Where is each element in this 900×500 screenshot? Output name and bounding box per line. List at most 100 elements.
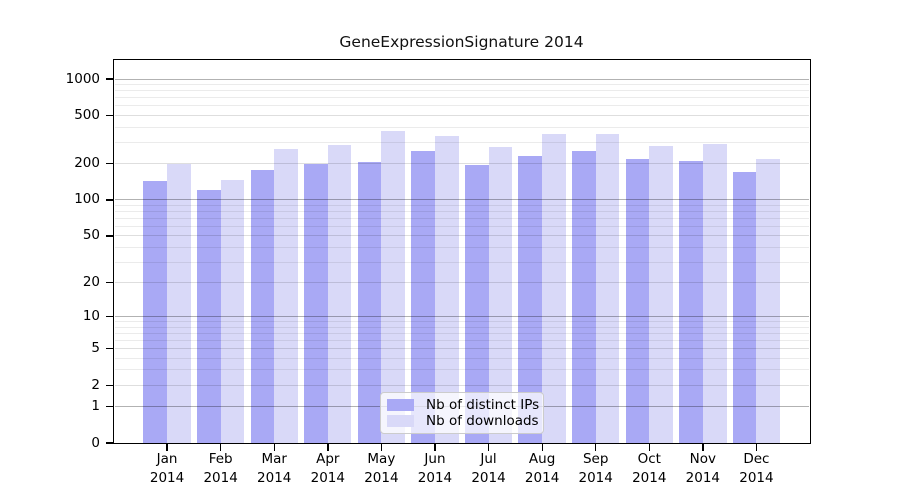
- bar-oct-downloads: [649, 145, 673, 443]
- x-tick-apr: [327, 444, 329, 451]
- gridline-y-20: [114, 282, 809, 284]
- y-tick-label-5: 5: [91, 340, 100, 357]
- x-tick-label-may: May 2014: [364, 451, 399, 486]
- bar-jun-downloads: [434, 135, 459, 443]
- x-tick-dec: [755, 444, 758, 451]
- bar-sep-distinct-ips: [571, 151, 596, 443]
- gridline-y-30: [114, 261, 809, 263]
- x-tick-label-apr: Apr 2014: [310, 451, 345, 486]
- legend-item-downloads: Nb of downloads: [387, 413, 539, 429]
- bar-nov-distinct-ips: [679, 161, 703, 443]
- gridline-y-5: [114, 348, 809, 350]
- bar-jan-downloads: [167, 163, 191, 443]
- bar-feb-downloads: [220, 179, 245, 443]
- gridline-y-400: [114, 126, 809, 128]
- x-tick-label-jun: Jun 2014: [417, 451, 453, 486]
- y-tick-50: [105, 235, 113, 237]
- y-tick-0: [105, 442, 113, 444]
- x-tick-mar: [273, 444, 275, 451]
- x-tick-feb: [220, 444, 222, 451]
- bar-mar-downloads: [274, 149, 298, 443]
- y-tick-500: [105, 114, 113, 117]
- x-tick-label-jul: Jul 2014: [471, 451, 506, 486]
- gridline-y-600: [114, 105, 809, 107]
- y-tick-label-200: 200: [74, 155, 100, 172]
- y-tick-20: [105, 281, 113, 284]
- legend-item-distinct-ips: Nb of distinct IPs: [387, 397, 540, 413]
- x-tick-nov: [702, 444, 704, 451]
- gridline-y-2: [114, 384, 809, 386]
- legend-swatch-downloads: [387, 415, 414, 427]
- bar-feb-distinct-ips: [196, 190, 221, 443]
- bar-oct-distinct-ips: [625, 158, 650, 443]
- x-tick-label-nov: Nov 2014: [685, 451, 721, 486]
- gridline-y-90: [114, 204, 809, 206]
- bar-apr-downloads: [327, 145, 352, 443]
- y-tick-2: [105, 384, 113, 386]
- y-tick-label-2: 2: [91, 376, 100, 393]
- gridline-y-40: [114, 246, 809, 248]
- legend-swatch-distinct-ips: [387, 399, 414, 411]
- bar-apr-distinct-ips: [304, 163, 328, 443]
- gridline-y-6: [114, 339, 809, 341]
- y-tick-label-1: 1: [91, 397, 100, 414]
- y-tick-1000: [105, 78, 113, 80]
- x-tick-may: [380, 444, 383, 451]
- gridline-y-500: [114, 114, 809, 116]
- y-tick-label-100: 100: [74, 191, 100, 208]
- gridline-y-200: [114, 163, 809, 165]
- bar-jul-distinct-ips: [464, 165, 489, 443]
- bar-may-distinct-ips: [357, 161, 382, 443]
- x-tick-sep: [595, 444, 597, 451]
- bar-dec-distinct-ips: [732, 172, 757, 443]
- y-tick-1: [105, 405, 113, 408]
- gridline-y-9: [114, 321, 809, 323]
- bar-may-downloads: [381, 131, 406, 443]
- x-tick-label-jan: Jan 2014: [149, 451, 185, 486]
- y-tick-100: [105, 199, 113, 201]
- y-tick-label-0: 0: [91, 434, 100, 451]
- gridline-y-10: [114, 316, 809, 318]
- bar-aug-downloads: [542, 134, 566, 443]
- x-tick-label-dec: Dec 2014: [739, 451, 774, 486]
- x-tick-label-mar: Mar 2014: [257, 451, 292, 486]
- y-tick-label-50: 50: [82, 227, 100, 244]
- y-tick-10: [105, 316, 113, 318]
- x-tick-oct: [648, 444, 650, 451]
- gridline-y-3: [114, 369, 809, 371]
- bar-mar-distinct-ips: [250, 170, 275, 443]
- gridline-y-70: [114, 217, 809, 219]
- chart-title: GeneExpressionSignature 2014: [339, 33, 584, 51]
- y-tick-label-20: 20: [82, 274, 100, 291]
- gridline-y-8: [114, 326, 809, 328]
- legend: Nb of distinct IPs Nb of downloads: [380, 392, 544, 434]
- gridline-y-800: [114, 90, 809, 92]
- legend-label-distinct-ips: Nb of distinct IPs: [426, 397, 540, 413]
- x-tick-label-feb: Feb 2014: [203, 451, 238, 486]
- bar-sep-downloads: [595, 133, 620, 443]
- gridline-y-100: [114, 199, 809, 201]
- gridline-y-50: [114, 235, 809, 237]
- x-tick-label-sep: Sep 2014: [578, 451, 613, 486]
- bar-jan-distinct-ips: [143, 181, 168, 443]
- y-tick-label-10: 10: [82, 308, 100, 325]
- gridline-y-7: [114, 332, 809, 334]
- gridline-y-900: [114, 84, 809, 86]
- y-tick-5: [105, 347, 113, 350]
- bar-jul-downloads: [488, 147, 513, 443]
- x-tick-jul: [487, 444, 490, 451]
- gridline-y-80: [114, 210, 809, 212]
- bar-nov-downloads: [702, 143, 727, 443]
- x-tick-label-aug: Aug 2014: [524, 451, 560, 486]
- bar-aug-distinct-ips: [518, 156, 543, 443]
- legend-label-downloads: Nb of downloads: [426, 413, 539, 429]
- y-tick-label-500: 500: [74, 106, 100, 123]
- y-tick-label-1000: 1000: [65, 70, 100, 87]
- y-tick-200: [105, 162, 113, 165]
- plot-border: [112, 59, 811, 445]
- gridline-y-60: [114, 225, 809, 227]
- x-tick-jun: [434, 444, 436, 451]
- gridline-y-700: [114, 97, 809, 99]
- bar-jun-distinct-ips: [411, 150, 435, 443]
